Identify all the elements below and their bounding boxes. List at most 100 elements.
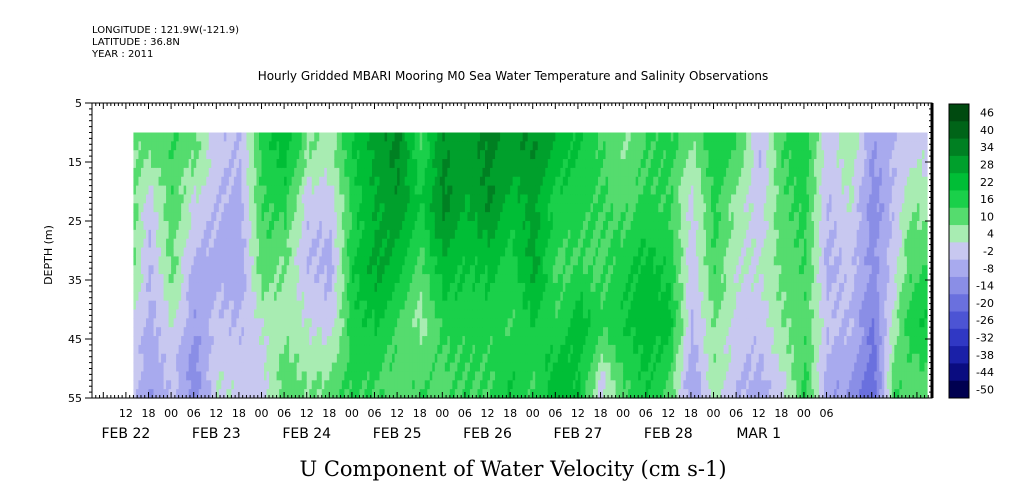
heatmap-cell <box>409 176 413 187</box>
heatmap-cell <box>351 132 356 142</box>
heatmap-cell <box>492 318 496 328</box>
heatmap-cell <box>545 291 549 302</box>
heatmap-cell <box>427 203 431 213</box>
heatmap-cell <box>497 300 501 311</box>
heatmap-cell <box>334 203 338 213</box>
heatmap-cell <box>437 265 441 275</box>
heatmap-cell <box>319 221 323 231</box>
heatmap-cell <box>151 185 155 196</box>
heatmap-cell <box>226 371 230 381</box>
heatmap-cell <box>316 167 320 178</box>
heatmap-cell <box>183 212 187 222</box>
heatmap-cell <box>161 212 165 222</box>
heatmap-cell <box>477 353 481 364</box>
heatmap-cell <box>527 318 531 328</box>
heatmap-cell <box>389 265 393 275</box>
heatmap-cell <box>208 282 212 293</box>
heatmap-cell <box>198 229 202 240</box>
heatmap-cell <box>429 141 433 151</box>
heatmap-cell <box>349 221 353 231</box>
heatmap-cell <box>186 371 190 381</box>
heatmap-cell <box>261 185 265 196</box>
heatmap-cell <box>181 159 185 169</box>
heatmap-cell <box>334 141 338 151</box>
heatmap-cell <box>271 167 275 178</box>
heatmap-cell <box>339 256 343 266</box>
heatmap-cell <box>505 141 509 151</box>
heatmap-cell <box>387 185 391 196</box>
heatmap-cell <box>151 132 155 142</box>
heatmap-cell <box>434 141 438 151</box>
heatmap-cell <box>485 185 489 196</box>
heatmap-cell <box>532 318 536 328</box>
heatmap-cell <box>221 247 225 257</box>
heatmap-cell <box>231 132 235 142</box>
heatmap-cell <box>477 282 481 293</box>
heatmap-cell <box>291 203 295 213</box>
heatmap-cell <box>181 309 185 319</box>
heatmap-cell <box>271 362 275 373</box>
heatmap-cell <box>218 132 222 142</box>
heatmap-cell <box>251 141 255 151</box>
heatmap-cell <box>402 353 406 364</box>
heatmap-cell <box>193 265 197 275</box>
heatmap-cell <box>424 389 428 399</box>
heatmap-cell <box>201 389 205 399</box>
heatmap-cell <box>550 141 554 151</box>
heatmap-cell <box>336 212 340 222</box>
heatmap-cell <box>153 203 157 213</box>
heatmap-cell <box>407 344 411 355</box>
heatmap-cell <box>193 282 197 293</box>
heatmap-cell <box>238 141 243 151</box>
heatmap-cell <box>133 185 137 196</box>
heatmap-cell <box>151 344 155 355</box>
heatmap-cell <box>241 194 245 204</box>
heatmap-cell <box>218 238 222 249</box>
heatmap-cell <box>304 221 308 231</box>
heatmap-cell <box>412 327 416 337</box>
heatmap-cell <box>294 167 298 178</box>
heatmap-cell <box>198 247 202 257</box>
heatmap-cell <box>339 203 343 213</box>
heatmap-cell <box>236 318 240 328</box>
heatmap-cell <box>321 203 325 213</box>
heatmap-cell <box>171 389 175 399</box>
heatmap-cell <box>547 344 551 355</box>
heatmap-cell <box>213 265 217 275</box>
heatmap-cell <box>216 274 220 284</box>
heatmap-cell <box>138 229 142 240</box>
heatmap-cell <box>186 194 190 204</box>
heatmap-cell <box>356 256 361 266</box>
heatmap-cell <box>462 238 466 249</box>
heatmap-cell <box>143 141 147 151</box>
heatmap-cell <box>319 309 323 319</box>
heatmap-cell <box>402 141 406 151</box>
heatmap-cell <box>264 150 268 160</box>
heatmap-cell <box>545 150 549 160</box>
heatmap-cell <box>289 309 293 319</box>
heatmap-cell <box>241 247 245 257</box>
heatmap-cell <box>429 256 433 266</box>
heatmap-cell <box>407 371 411 381</box>
heatmap-cell <box>349 344 353 355</box>
heatmap-cell <box>399 371 403 381</box>
heatmap-cell <box>356 221 361 231</box>
heatmap-cell <box>291 141 295 151</box>
heatmap-cell <box>439 318 443 328</box>
heatmap-cell <box>356 141 361 151</box>
heatmap-cell <box>404 221 408 231</box>
heatmap-cell <box>344 150 348 160</box>
heatmap-cell <box>344 380 348 390</box>
heatmap-cell <box>319 362 323 373</box>
heatmap-cell <box>535 221 539 231</box>
heatmap-cell <box>454 282 458 293</box>
heatmap-cell <box>399 362 403 373</box>
heatmap-cell <box>490 229 494 240</box>
heatmap-cell <box>490 159 494 169</box>
heatmap-cell <box>505 238 509 249</box>
heatmap-cell <box>314 132 318 142</box>
heatmap-cell <box>444 150 448 160</box>
heatmap-cell <box>261 300 265 311</box>
heatmap-cell <box>193 256 197 266</box>
heatmap-cell <box>382 327 386 337</box>
